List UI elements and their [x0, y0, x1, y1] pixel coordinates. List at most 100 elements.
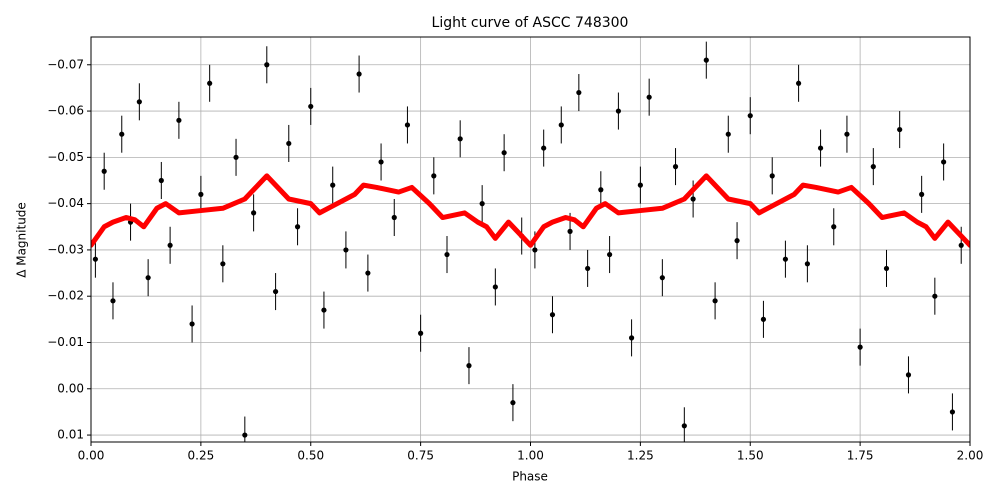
y-tick-label: −0.04: [47, 196, 84, 210]
data-point: [734, 238, 740, 244]
data-point: [585, 265, 591, 272]
chart-title: Light curve of ASCC 748300: [432, 15, 629, 31]
data-point: [607, 251, 613, 258]
data-point: [510, 400, 516, 406]
data-point: [795, 80, 802, 86]
data-point: [883, 265, 890, 272]
x-tick-label: 2.00: [957, 449, 984, 463]
x-tick-label: 0.00: [78, 449, 105, 463]
data-point: [681, 423, 687, 429]
x-tick-label: 0.75: [407, 449, 434, 463]
data-point: [932, 293, 938, 299]
data-point: [949, 409, 956, 415]
data-point: [760, 316, 767, 322]
y-tick-label: −0.06: [47, 104, 84, 118]
data-point: [659, 275, 665, 281]
data-point: [769, 173, 775, 179]
data-point: [444, 251, 450, 258]
data-point: [343, 247, 349, 253]
data-point: [831, 224, 837, 230]
x-tick-label: 0.50: [297, 449, 324, 463]
data-point: [567, 228, 573, 234]
data-point: [145, 275, 151, 281]
data-point: [198, 191, 204, 197]
data-point: [804, 261, 810, 267]
data-point: [391, 214, 397, 221]
data-point: [378, 159, 384, 165]
data-point: [782, 256, 789, 262]
data-point: [189, 321, 195, 327]
data-point: [690, 196, 696, 202]
data-point: [365, 270, 371, 276]
data-point: [817, 145, 824, 151]
data-point: [712, 298, 718, 304]
data-point: [870, 164, 876, 170]
data-point: [207, 80, 213, 86]
data-point: [615, 108, 622, 114]
x-tick-label: 1.50: [737, 449, 764, 463]
data-point: [598, 187, 604, 193]
data-point: [330, 182, 336, 188]
marks: [91, 41, 970, 442]
data-point: [857, 344, 863, 350]
data-point: [905, 372, 912, 378]
data-point: [233, 154, 239, 160]
y-tick-label: 0.00: [57, 381, 84, 395]
ticks: 0.00 0.25 0.50 0.75 1.00 1.25 1.50 1.75 2.00 −0.0…: [47, 57, 983, 462]
data-point: [844, 131, 850, 137]
data-point: [637, 182, 643, 188]
data-point: [92, 256, 98, 262]
x-tick-label: 1.00: [517, 449, 544, 463]
data-point: [549, 312, 556, 318]
data-point: [167, 242, 173, 248]
data-point: [501, 150, 507, 156]
y-tick-label: −0.03: [47, 242, 84, 256]
data-point: [576, 89, 582, 96]
data-point: [628, 335, 635, 341]
y-tick-label: −0.01: [47, 335, 84, 349]
data-point: [136, 99, 142, 105]
x-tick-label: 1.25: [627, 449, 654, 463]
data-point: [110, 298, 116, 304]
data-point: [272, 288, 279, 295]
data-point: [251, 210, 257, 216]
data-point: [941, 159, 947, 165]
data-point: [321, 307, 327, 313]
data-point: [101, 168, 107, 174]
data-point: [294, 224, 301, 230]
data-point: [747, 113, 753, 119]
data-point: [646, 94, 652, 100]
data-point: [431, 173, 437, 179]
data-point: [958, 242, 964, 248]
y-tick-label: −0.02: [47, 289, 84, 303]
data-point: [404, 122, 411, 128]
data-point: [176, 117, 182, 123]
data-point: [286, 140, 292, 147]
data-point: [532, 247, 538, 253]
data-point: [418, 330, 424, 336]
data-point: [492, 284, 498, 290]
data-point: [919, 191, 925, 197]
y-axis-label: Δ Magnitude: [15, 202, 29, 278]
y-tick-label: −0.05: [47, 150, 84, 164]
data-point: [220, 261, 226, 267]
data-point: [264, 62, 270, 68]
x-tick-label: 0.25: [188, 449, 215, 463]
data-point: [466, 363, 472, 369]
data-point: [703, 57, 709, 63]
data-point: [308, 103, 314, 110]
smoothed-curve: [91, 173, 970, 248]
data-point: [356, 71, 362, 77]
data-point: [479, 201, 485, 207]
x-tick-label: 1.75: [847, 449, 874, 463]
y-tick-label: 0.01: [57, 428, 84, 442]
y-tick-label: −0.07: [47, 57, 84, 71]
data-point: [897, 126, 903, 133]
data-point: [725, 131, 731, 137]
data-point: [558, 122, 564, 128]
data-point: [242, 432, 248, 438]
data-point: [457, 136, 463, 142]
data-point: [672, 164, 679, 170]
data-point: [541, 145, 547, 151]
